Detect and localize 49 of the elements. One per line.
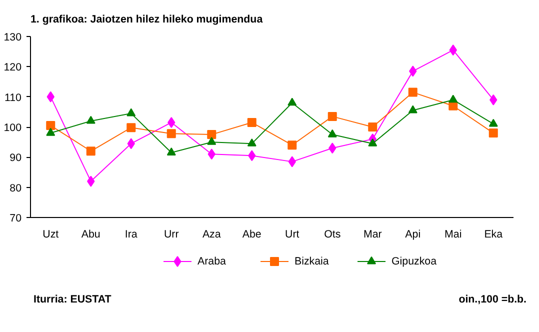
text: Iturria: EUSTAT <box>34 294 112 306</box>
point <box>368 138 378 146</box>
point <box>46 128 56 136</box>
point <box>408 88 418 97</box>
x-tick-label: Abu <box>81 228 100 240</box>
x-tick-label: Abe <box>242 228 262 240</box>
x-tick-label: Uzt <box>42 228 59 240</box>
point <box>368 122 378 132</box>
y-tick-label: 130 <box>4 32 22 44</box>
x-tick-label: Ira <box>124 228 138 240</box>
point <box>207 136 216 145</box>
point <box>166 129 176 138</box>
legend-label: Araba <box>198 256 226 268</box>
x-tick-label: Api <box>405 228 421 240</box>
legend-label: Gipuzkoa <box>392 256 437 268</box>
x-tick-label: Ots <box>324 228 341 240</box>
point <box>448 94 458 103</box>
x-tick-label: Urt <box>285 228 300 240</box>
point <box>126 123 136 132</box>
point <box>166 148 176 156</box>
point <box>288 98 297 106</box>
point <box>488 118 498 127</box>
y-tick-label: 70 <box>10 212 22 224</box>
legend-label: Bizkaia <box>294 256 329 268</box>
point <box>328 129 337 138</box>
point <box>126 108 136 116</box>
x-tick-label: Mar <box>363 228 382 240</box>
point <box>288 140 297 150</box>
y-tick-label: 120 <box>4 62 22 74</box>
y-tick-label: 80 <box>10 182 22 194</box>
point <box>86 146 96 156</box>
point <box>247 138 256 146</box>
x-tick-label: Urr <box>164 228 180 240</box>
chart-title: 1. grafikoa: Jaiotzen hilez hileko mugimendua <box>30 14 263 26</box>
x-tick-label: Eka <box>484 228 503 240</box>
point <box>46 120 56 130</box>
point <box>488 128 498 138</box>
y-tick-label: 110 <box>4 92 22 104</box>
point <box>448 101 458 110</box>
text: oin.,100 =b.b. <box>458 294 527 306</box>
y-tick-label: 100 <box>4 122 22 134</box>
point <box>86 116 96 124</box>
x-tick-label: Aza <box>202 228 221 240</box>
point <box>408 105 418 114</box>
x-tick-label: Mai <box>444 228 462 240</box>
y-tick-label: 90 <box>10 152 22 164</box>
point <box>207 130 216 140</box>
point <box>328 112 337 121</box>
point <box>247 118 256 127</box>
